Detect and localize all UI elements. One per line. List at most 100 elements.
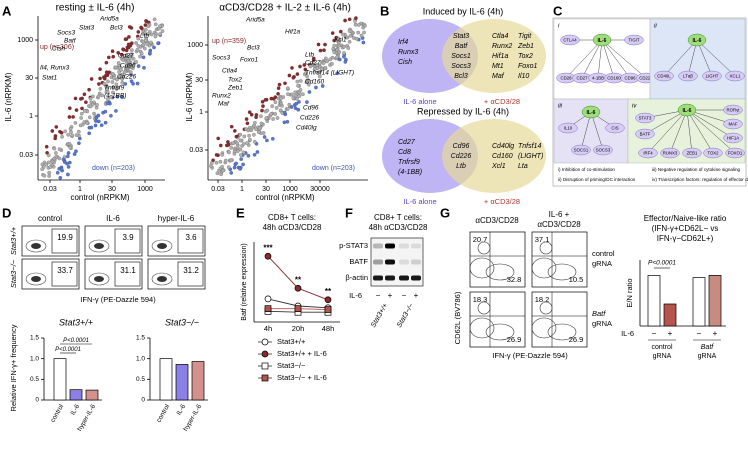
scatter-dot	[94, 119, 98, 123]
target-node	[638, 147, 658, 159]
target-label: RUNX3	[663, 151, 678, 156]
scatter-dot	[136, 36, 141, 41]
scatter-dot	[50, 129, 55, 133]
scatter-dot	[109, 95, 113, 100]
scatter-dot	[44, 144, 49, 149]
gene-label: Stat3	[79, 25, 95, 32]
bar	[708, 275, 722, 327]
gene-label: Foxo1	[518, 63, 538, 70]
scatter-dot	[134, 41, 138, 45]
scatter-dot	[98, 67, 102, 72]
scatter-dot	[346, 46, 351, 50]
target-label: MAF	[728, 122, 737, 127]
row-label: Batf	[592, 309, 606, 318]
hub-label: IL-6	[587, 110, 596, 116]
flow-plot	[147, 258, 206, 290]
scatter-dot	[90, 102, 95, 107]
panel-label: D	[2, 205, 11, 220]
gene-label: Arid5a	[245, 17, 265, 24]
gate-percentage: 3.6	[185, 233, 197, 242]
scatter-dot	[265, 138, 269, 143]
scatter-dot	[219, 143, 223, 148]
chart-title: IFN-γ−CD62L+)	[657, 234, 714, 243]
scatter-dot	[227, 150, 231, 155]
gene-label: Ctla4	[492, 33, 508, 40]
gene-label: Foxo1	[240, 57, 258, 64]
scatter-dot	[356, 30, 361, 35]
scatter-dot	[129, 52, 134, 57]
scatter-dot	[70, 133, 75, 138]
hub-label: IL-6	[693, 38, 702, 44]
connector	[686, 109, 693, 154]
scatter-dot	[285, 120, 290, 124]
hub-node	[677, 103, 697, 117]
gene-label: Cd96	[120, 63, 136, 70]
target-node	[605, 122, 625, 134]
scatter-dot	[229, 158, 233, 163]
scatter-dot	[156, 41, 160, 46]
target-label: BATF	[640, 132, 651, 137]
gene-label: Xcl1	[333, 37, 347, 44]
scatter-dot	[229, 171, 234, 175]
marker	[294, 284, 302, 292]
venn-label: IL-6 alone	[403, 97, 436, 106]
chart-title: 48h αCD3/CD28	[369, 223, 428, 232]
scatter-dot	[214, 161, 219, 165]
scatter-dot	[52, 146, 57, 151]
scatter-dot	[232, 149, 237, 154]
flow-contour	[547, 263, 577, 281]
target-label: FOXO1	[728, 151, 743, 156]
gate-percentage: 31.1	[120, 266, 136, 275]
scatter-dot	[58, 176, 63, 180]
scatter-dot	[304, 71, 308, 75]
scatter-dot	[50, 159, 55, 164]
column-header: hyper-IL-6	[158, 214, 195, 223]
scatter-dot	[97, 82, 101, 86]
gene-label: Ltb	[140, 33, 149, 40]
scatter-dot	[290, 66, 294, 70]
scatter-dot	[353, 22, 358, 27]
panel-label: E	[236, 205, 245, 220]
scatter-dot	[261, 131, 266, 135]
gene-label: Il10	[518, 73, 529, 80]
x-tick-label: 30	[262, 186, 270, 193]
scatter-dot	[66, 154, 70, 159]
marker	[324, 306, 332, 313]
x-axis-label: IFN-γ (PE-Dazzle 594)	[80, 295, 156, 304]
gene-label: Tox2	[228, 77, 242, 84]
y-axis-label: E/N ratio	[625, 278, 634, 307]
treatment-label: IL-6	[349, 291, 362, 300]
connector	[590, 111, 604, 151]
band	[373, 259, 383, 265]
y-axis-label: Batf (relative expression)	[241, 243, 248, 320]
p-value: P<0.0001	[648, 260, 676, 267]
scatter-dot	[148, 51, 152, 55]
p-value: P<0.0001	[63, 338, 89, 344]
scatter-dot	[354, 16, 358, 20]
x-tick-label: 1000	[282, 186, 298, 193]
scatter-dot	[278, 108, 283, 113]
chart-title: (IFN-γ+CD62L− vs	[652, 224, 719, 233]
scatter-dot	[287, 73, 292, 78]
flow-plot	[21, 258, 80, 290]
connector	[597, 39, 603, 79]
scatter-dot	[68, 160, 72, 165]
scatter-dot	[115, 77, 119, 82]
scatter-dot	[57, 147, 62, 152]
scatter-dot	[134, 60, 139, 64]
down-count: down (n=203)	[312, 165, 355, 172]
flow-contour	[88, 272, 110, 286]
scatter-dot	[74, 108, 79, 112]
scatter-dot	[138, 54, 142, 59]
connector	[686, 109, 736, 154]
bar	[663, 303, 677, 327]
scatter-dot	[293, 106, 298, 111]
flow-contour	[94, 243, 104, 249]
scatter-dot	[255, 150, 260, 154]
scatter-dot	[335, 55, 339, 60]
scatter-dot	[107, 70, 111, 75]
scatter-dot	[53, 134, 58, 138]
column-header: αCD3/CD28	[537, 220, 581, 229]
chart-title: Stat3−/−	[165, 317, 199, 327]
